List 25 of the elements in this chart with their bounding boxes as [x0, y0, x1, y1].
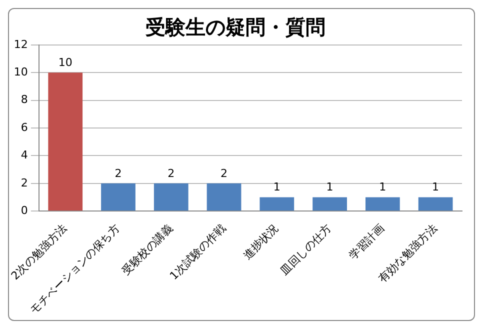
bar: [101, 183, 136, 211]
data-label: 1: [273, 180, 280, 194]
bar: [312, 197, 347, 211]
data-label: 10: [58, 56, 72, 70]
chart-title: 受験生の疑問・質問: [146, 15, 326, 40]
y-tick-label: 2: [20, 176, 28, 190]
y-tick-label: 0: [20, 204, 28, 217]
data-label: 2: [168, 166, 175, 180]
data-label: 1: [326, 180, 334, 194]
bar: [154, 183, 188, 211]
bar: [365, 197, 400, 211]
data-label: 2: [114, 166, 122, 180]
bar: [418, 197, 453, 211]
data-label: 1: [379, 180, 386, 194]
bar: [48, 72, 83, 211]
y-tick-label: 4: [20, 148, 28, 162]
y-tick-label: 6: [20, 120, 28, 134]
x-tick-label: 学習計画: [346, 222, 387, 262]
y-tick-label: 10: [14, 66, 28, 79]
y-tick-label: 8: [20, 93, 28, 106]
data-label: 1: [432, 180, 440, 194]
data-label: 2: [220, 166, 228, 180]
bar: [206, 183, 242, 211]
bar: [260, 197, 294, 211]
y-tick-label: 12: [14, 38, 28, 51]
